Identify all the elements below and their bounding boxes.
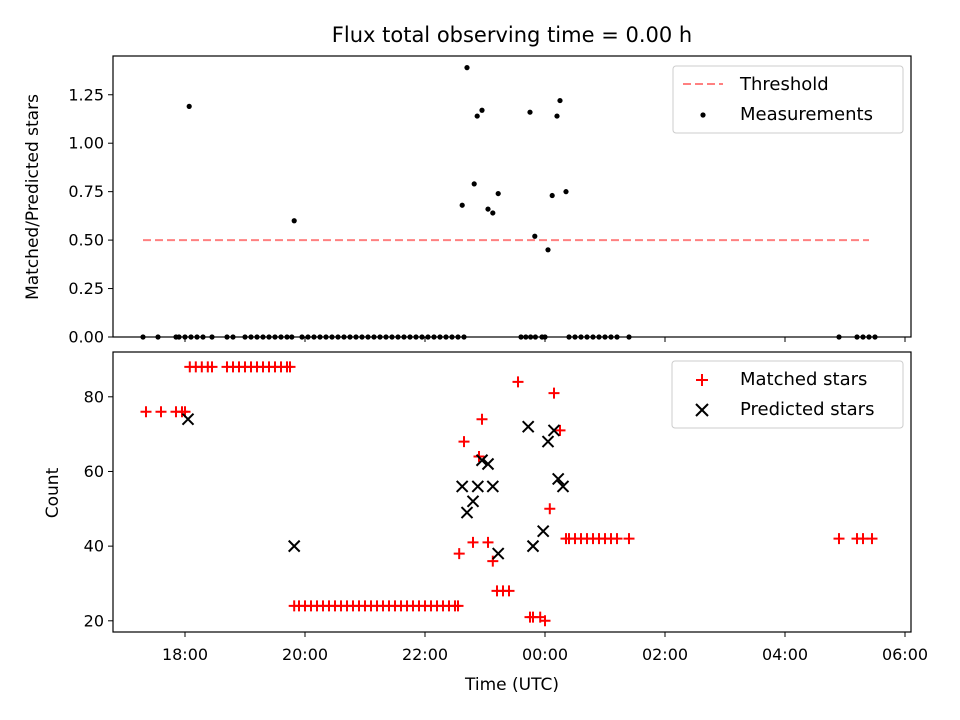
predicted-star-point: [475, 454, 489, 467]
counts-y-tick-label: 40: [84, 537, 104, 556]
predicted-star-point: [287, 539, 301, 553]
matched-star-point: [512, 376, 524, 388]
matched-star-point: [833, 533, 845, 545]
counts-legend-box: [671, 360, 904, 429]
matched-star-point: [452, 600, 464, 612]
counts-x-tick-label: 00:00: [522, 645, 568, 664]
matched-legend-label: Matched stars: [740, 369, 867, 390]
counts-panel: Count Time (UTC) 20 40 60 80 18:00 20:00 22:00…: [43, 351, 928, 695]
predicted-star-point: [556, 480, 570, 493]
measurement-point: [485, 206, 491, 212]
counts-x-tick-label: 18:00: [162, 645, 208, 664]
matched-star-point: [482, 536, 494, 548]
predicted-star-point: [521, 420, 535, 433]
predicted-star-point: [486, 480, 500, 493]
measurement-point: [563, 189, 569, 195]
threshold-legend-label: Threshold: [739, 74, 829, 95]
predicted-star-point: [466, 495, 480, 508]
ratio-panel: Flux total observing time = 0.00 h Match…: [23, 23, 912, 347]
counts-x-tick-label: 20:00: [282, 645, 328, 664]
counts-x-tick-label: 22:00: [402, 645, 448, 664]
measurement-point: [495, 190, 501, 197]
matched-star-point: [539, 615, 551, 627]
ratio-y-tick-label: 0.50: [68, 231, 104, 250]
predicted-star-point: [491, 547, 505, 560]
measurement-point: [557, 97, 563, 104]
x-axis-label: Time (UTC): [464, 675, 559, 695]
matched-star-point: [476, 413, 488, 425]
measurement-point: [479, 107, 485, 113]
measurement-point: [464, 65, 470, 71]
counts-y-tick-label: 20: [84, 611, 104, 630]
predicted-legend-swatch: [695, 403, 709, 417]
measurement-point: [474, 113, 480, 119]
matched-star-point: [548, 387, 560, 399]
ratio-legend-box: [672, 65, 904, 134]
predicted-star-point: [547, 424, 561, 437]
predicted-stars-series: [181, 412, 570, 560]
matched-star-point: [544, 503, 556, 515]
counts-x-tick-label: 04:00: [762, 645, 808, 664]
predicted-star-point: [541, 435, 555, 448]
ratio-y-tick-label: 0.75: [68, 182, 104, 201]
predicted-legend-label: Predicted stars: [740, 399, 874, 420]
measurement-point: [291, 218, 297, 224]
measurement-point: [532, 233, 538, 239]
matched-star-point: [866, 533, 878, 545]
ratio-y-axis-label: Matched/Predicted stars: [23, 94, 43, 300]
matched-star-point: [503, 585, 515, 597]
counts-legend: Matched stars Predicted stars: [671, 360, 904, 429]
counts-x-tick-label: 02:00: [642, 645, 688, 664]
matched-star-point: [487, 555, 499, 567]
measurement-point: [554, 113, 560, 119]
ratio-y-tick-label: 1.25: [68, 85, 104, 104]
matched-star-point: [611, 533, 623, 545]
measurement-point: [527, 109, 533, 115]
ratio-y-tick-label: 0.00: [68, 328, 104, 347]
matched-star-point: [140, 406, 152, 418]
measurements-legend-swatch: [700, 112, 706, 118]
ratio-legend: Threshold Measurements: [672, 65, 904, 134]
measurement-point: [490, 210, 496, 216]
measurement-point: [186, 103, 192, 109]
matched-stars-series: [140, 361, 878, 627]
predicted-star-point: [536, 524, 550, 538]
counts-y-tick-label: 80: [84, 387, 104, 406]
matched-star-point: [453, 548, 465, 560]
matched-star-point: [458, 436, 470, 448]
matched-star-point: [623, 533, 635, 545]
matched-star-point: [155, 406, 167, 418]
chart-title: Flux total observing time = 0.00 h: [332, 23, 692, 47]
measurement-point: [549, 192, 555, 199]
predicted-star-point: [471, 480, 485, 493]
measurement-point: [471, 181, 477, 187]
ratio-y-tick-label: 1.00: [68, 134, 104, 153]
predicted-star-point: [481, 457, 495, 471]
predicted-star-point: [551, 472, 565, 486]
predicted-star-point: [181, 412, 195, 426]
matched-star-point: [467, 536, 479, 548]
counts-y-axis-label: Count: [43, 467, 63, 518]
matched-star-point: [206, 361, 218, 373]
counts-y-tick-label: 60: [84, 462, 104, 481]
measurements-legend-label: Measurements: [740, 104, 873, 125]
predicted-star-point: [460, 506, 474, 519]
counts-x-tick-label: 06:00: [882, 645, 928, 664]
matched-star-point: [554, 424, 566, 436]
predicted-star-point: [526, 539, 540, 553]
ratio-plot-frame: [112, 55, 912, 338]
predicted-star-point: [455, 480, 469, 493]
measurement-point: [545, 247, 551, 253]
matched-legend-swatch: [696, 374, 708, 386]
counts-plot-frame: [112, 351, 912, 633]
measurement-point: [459, 202, 465, 208]
ratio-y-tick-label: 0.25: [68, 279, 104, 298]
matched-star-point: [284, 361, 296, 373]
